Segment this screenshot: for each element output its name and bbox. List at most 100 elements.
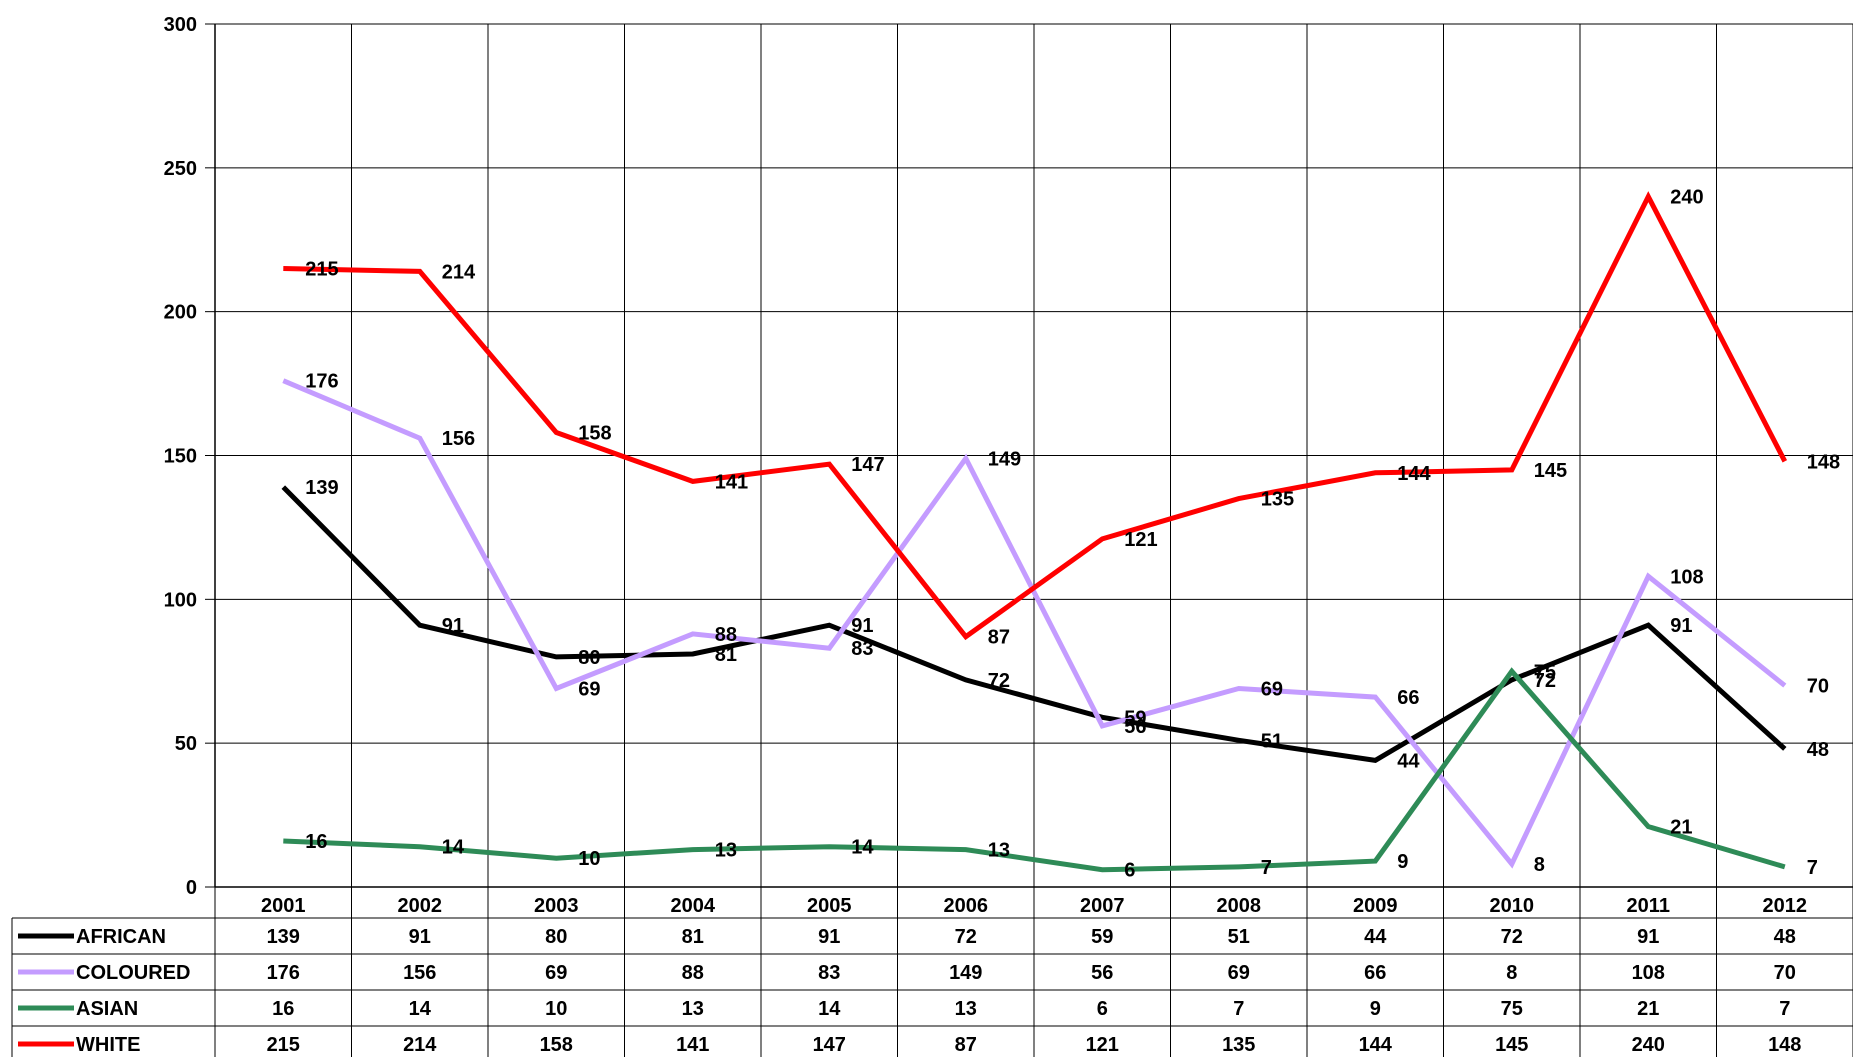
table-cell: 69 <box>545 962 567 984</box>
table-cell: 14 <box>818 998 841 1020</box>
data-label-coloured: 70 <box>1807 676 1829 698</box>
table-cell: 48 <box>1774 926 1796 948</box>
table-cell: 16 <box>272 998 294 1020</box>
table-cell: 215 <box>267 1034 300 1056</box>
data-label-white: 145 <box>1534 460 1567 482</box>
data-label-white: 148 <box>1807 451 1840 473</box>
series-lines <box>281 191 1788 873</box>
data-label-african: 81 <box>715 644 737 666</box>
data-label-asian: 9 <box>1397 851 1408 873</box>
table-cell: 147 <box>813 1034 846 1056</box>
data-table: 2001 2002 2003 2004 2005 2006 2007 2008 2009 2010… <box>11 887 1853 1057</box>
table-cell: 13 <box>682 998 704 1020</box>
data-label-asian: 21 <box>1670 817 1692 839</box>
y-tick-label: 300 <box>164 14 197 36</box>
data-label-asian: 13 <box>715 840 737 862</box>
data-label-coloured: 149 <box>988 448 1021 470</box>
data-label-white: 158 <box>578 422 611 444</box>
data-label-white: 144 <box>1397 463 1431 485</box>
table-cell: 6 <box>1097 998 1108 1020</box>
data-label-coloured: 69 <box>1261 679 1283 701</box>
data-label-asian: 14 <box>851 837 874 859</box>
table-cell: 91 <box>818 926 840 948</box>
data-label-asian: 6 <box>1124 860 1135 882</box>
table-cell: 69 <box>1228 962 1250 984</box>
data-label-white: 87 <box>988 627 1010 649</box>
table-cell: 72 <box>1501 926 1523 948</box>
data-label-asian: 7 <box>1807 857 1818 879</box>
data-label-asian: 75 <box>1534 661 1556 683</box>
category-label: 2010 <box>1490 895 1535 917</box>
y-tick-label: 200 <box>164 302 197 324</box>
table-cell: 70 <box>1774 962 1796 984</box>
data-label-african: 51 <box>1261 730 1283 752</box>
data-label-african: 80 <box>578 647 600 669</box>
data-label-white: 121 <box>1124 529 1157 551</box>
table-cell: 7 <box>1779 998 1790 1020</box>
table-cell: 13 <box>955 998 977 1020</box>
data-label-coloured: 176 <box>305 371 338 393</box>
data-label-coloured: 56 <box>1124 716 1146 738</box>
data-label-white: 141 <box>715 471 748 493</box>
y-tick-label: 150 <box>164 446 197 468</box>
table-cell: 83 <box>818 962 840 984</box>
table-cell: 8 <box>1506 962 1517 984</box>
data-label-african: 72 <box>988 670 1010 692</box>
data-label-white: 147 <box>851 454 884 476</box>
table-cell: 14 <box>409 998 432 1020</box>
legend-label-white: WHITE <box>76 1034 140 1056</box>
data-label-coloured: 83 <box>851 638 873 660</box>
data-label-african: 48 <box>1807 739 1829 761</box>
table-cell: 145 <box>1495 1034 1528 1056</box>
data-label-african: 91 <box>442 615 464 637</box>
legend-label-coloured: COLOURED <box>76 962 190 984</box>
table-cell: 141 <box>676 1034 709 1056</box>
table-cell: 91 <box>1637 926 1659 948</box>
data-label-white: 240 <box>1670 187 1703 209</box>
table-cell: 158 <box>540 1034 573 1056</box>
table-cell: 7 <box>1233 998 1244 1020</box>
table-cell: 88 <box>682 962 704 984</box>
data-label-white: 135 <box>1261 489 1294 511</box>
category-label: 2002 <box>398 895 443 917</box>
data-label-coloured: 156 <box>442 428 475 450</box>
data-label-coloured: 66 <box>1397 687 1419 709</box>
table-cell: 75 <box>1501 998 1523 1020</box>
category-label: 2007 <box>1080 895 1125 917</box>
legend-label-african: AFRICAN <box>76 926 166 948</box>
data-label-white: 215 <box>305 259 338 281</box>
table-cell: 66 <box>1364 962 1386 984</box>
table-cell: 144 <box>1359 1034 1393 1056</box>
table-cell: 81 <box>682 926 704 948</box>
grid <box>214 23 1853 887</box>
category-label: 2008 <box>1217 895 1262 917</box>
table-cell: 10 <box>545 998 567 1020</box>
table-cell: 108 <box>1632 962 1665 984</box>
data-label-asian: 13 <box>988 840 1010 862</box>
data-label-coloured: 88 <box>715 624 737 646</box>
data-label-african: 72 <box>1534 670 1556 692</box>
category-label: 2012 <box>1763 895 1808 917</box>
y-tick-label: 50 <box>175 733 197 755</box>
data-label-coloured: 69 <box>578 679 600 701</box>
table-cell: 139 <box>267 926 300 948</box>
table-cell: 44 <box>1364 926 1387 948</box>
table-cell: 72 <box>955 926 977 948</box>
legend-label-asian: ASIAN <box>76 998 138 1020</box>
category-label: 2001 <box>261 895 306 917</box>
table-cell: 156 <box>403 962 436 984</box>
series-line-white <box>283 191 1788 641</box>
data-label-asian: 10 <box>578 848 600 870</box>
table-cell: 149 <box>949 962 982 984</box>
data-label-african: 91 <box>851 615 873 637</box>
category-label: 2006 <box>944 895 989 917</box>
table-cell: 176 <box>267 962 300 984</box>
table-cell: 214 <box>403 1034 437 1056</box>
table-cell: 21 <box>1637 998 1659 1020</box>
data-label-asian: 14 <box>442 837 465 859</box>
table-cell: 135 <box>1222 1034 1255 1056</box>
table-cell: 51 <box>1228 926 1250 948</box>
data-label-asian: 16 <box>305 831 327 853</box>
data-label-white: 214 <box>442 261 476 283</box>
